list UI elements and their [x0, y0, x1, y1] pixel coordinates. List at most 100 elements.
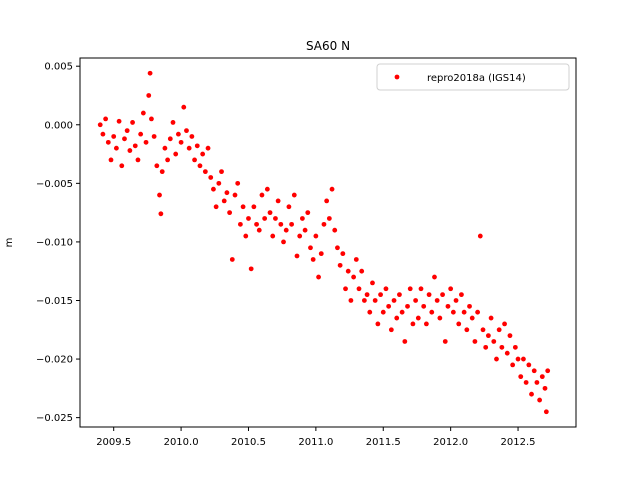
data-point — [494, 356, 499, 362]
data-point — [543, 409, 549, 415]
legend: repro2018a (IGS14) — [376, 63, 570, 91]
data-point — [97, 122, 103, 128]
data-point — [116, 118, 122, 124]
data-point — [100, 131, 106, 137]
data-point — [192, 157, 197, 163]
data-point — [111, 134, 117, 139]
y-tick-label: 0.000 — [44, 120, 73, 131]
data-point — [232, 192, 238, 198]
data-point — [386, 303, 392, 309]
data-point — [275, 198, 281, 204]
chart-title: SA60 N — [306, 39, 350, 53]
data-point — [507, 333, 513, 339]
data-point — [259, 192, 265, 198]
data-point — [267, 210, 273, 216]
data-point — [407, 286, 413, 292]
data-point — [294, 253, 300, 259]
data-point — [181, 104, 187, 110]
data-point — [227, 210, 233, 216]
data-point — [434, 298, 440, 303]
data-point — [235, 180, 241, 186]
data-point — [353, 257, 359, 262]
data-point — [534, 380, 540, 385]
data-point — [456, 321, 462, 327]
data-point — [135, 157, 141, 163]
data-point — [445, 303, 451, 309]
data-point — [397, 292, 402, 298]
data-point — [332, 227, 338, 233]
data-point — [246, 216, 251, 221]
y-tick-label: 0.005 — [44, 62, 73, 73]
data-point — [515, 356, 521, 362]
data-point — [132, 143, 138, 149]
x-tick-label: 2009.5 — [96, 437, 131, 448]
data-point — [488, 315, 494, 321]
y-tick-label: −0.005 — [36, 179, 73, 190]
data-point — [186, 145, 192, 151]
data-point — [229, 257, 235, 262]
x-tick-label: 2012.0 — [433, 437, 468, 448]
data-point — [337, 262, 343, 268]
data-point — [143, 139, 149, 145]
data-point — [335, 245, 340, 251]
data-point — [205, 145, 211, 151]
data-point — [140, 110, 146, 116]
data-point — [467, 303, 472, 309]
data-point — [273, 216, 278, 221]
data-point — [321, 221, 327, 227]
x-tick-label: 2012.5 — [501, 437, 536, 448]
data-point — [345, 268, 351, 274]
data-point — [113, 145, 119, 151]
data-point — [367, 309, 373, 315]
data-point — [221, 198, 227, 204]
data-point — [184, 128, 189, 134]
data-point — [138, 131, 144, 137]
data-point — [105, 139, 111, 145]
data-point — [391, 298, 397, 303]
data-point — [402, 339, 408, 344]
data-point — [281, 239, 286, 245]
data-point — [264, 186, 270, 192]
data-point — [477, 233, 483, 239]
y-tick-label: −0.010 — [36, 237, 73, 248]
data-point — [469, 315, 475, 321]
data-point — [426, 292, 432, 298]
data-point — [159, 169, 165, 175]
data-point — [343, 286, 348, 292]
data-point — [254, 221, 259, 227]
data-point — [539, 374, 545, 380]
data-point — [189, 134, 195, 139]
data-point — [531, 368, 537, 374]
data-point — [512, 344, 518, 350]
data-point — [251, 204, 257, 210]
data-point — [485, 333, 491, 339]
data-point — [453, 298, 459, 303]
y-axis-label: m — [4, 238, 15, 248]
data-point — [351, 274, 357, 280]
data-point — [437, 315, 443, 321]
data-point — [248, 266, 254, 272]
data-point — [119, 163, 125, 169]
data-points — [97, 70, 551, 415]
data-point — [529, 391, 534, 397]
data-point — [202, 169, 208, 175]
data-point — [297, 233, 303, 239]
data-point — [127, 148, 133, 153]
x-axis: 2009.5 2010.0 2010.5 2011.0 2011.5 2012.0 2012… — [96, 427, 536, 448]
data-point — [158, 211, 164, 217]
data-point — [324, 198, 330, 204]
data-point — [313, 233, 319, 239]
data-point — [124, 128, 130, 134]
y-axis: 0.005 0.000 −0.005 −0.010 −0.015 −0.020 −0.025 — [36, 62, 80, 424]
data-point — [167, 136, 173, 142]
data-point — [237, 221, 243, 227]
data-point — [240, 204, 246, 210]
data-point — [194, 143, 200, 149]
data-point — [173, 151, 179, 157]
data-point — [442, 339, 448, 344]
data-point — [305, 210, 311, 216]
data-point — [421, 303, 427, 309]
data-point — [170, 120, 176, 125]
data-point — [375, 321, 381, 327]
